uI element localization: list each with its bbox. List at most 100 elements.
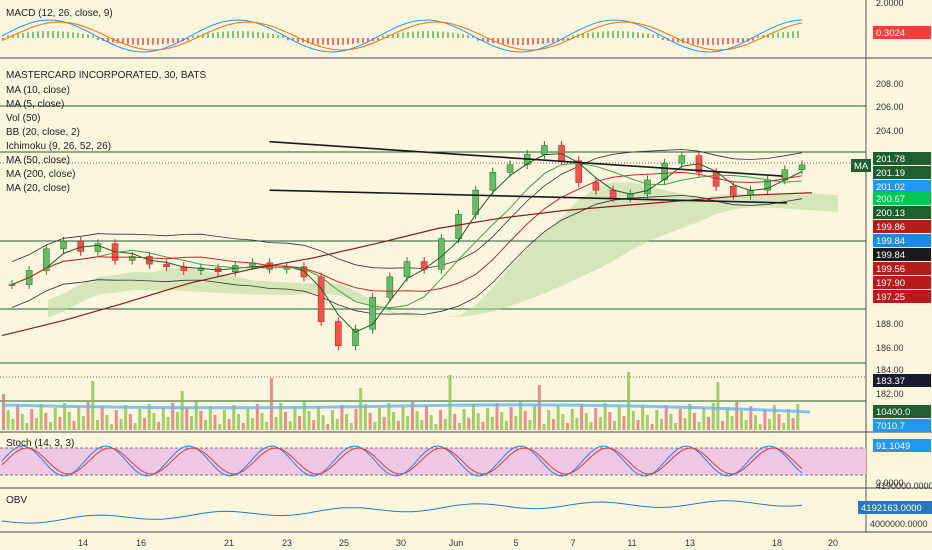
- ma-badge: [851, 159, 871, 172]
- volume-bar: [265, 422, 269, 430]
- volume-bar: [133, 423, 137, 430]
- volume-bar: [218, 424, 222, 430]
- volume-bar: [269, 378, 273, 430]
- macd-histogram-bar: [292, 38, 294, 42]
- macd-histogram-bar: [167, 38, 169, 44]
- price-tag: [873, 419, 931, 432]
- price-tag: [873, 248, 931, 261]
- volume-bar: [462, 409, 466, 430]
- volume-bar: [260, 413, 264, 430]
- volume-bar: [316, 406, 320, 430]
- macd-histogram-bar: [587, 32, 589, 38]
- macd-histogram-bar: [672, 38, 674, 42]
- macd-histogram-bar: [117, 38, 119, 44]
- macd-histogram-bar: [7, 35, 9, 38]
- volume-bar: [711, 403, 715, 430]
- volume-bar: [401, 407, 405, 430]
- volume-bar: [575, 418, 579, 430]
- volume-bar: [39, 404, 43, 430]
- candle-body: [661, 163, 668, 181]
- volume-bar: [509, 407, 513, 430]
- price-tag-label: 10400.0: [876, 407, 910, 418]
- price-tag: [873, 192, 931, 205]
- volume-bar: [683, 418, 687, 430]
- time-tick: 5: [513, 538, 518, 548]
- volume-bar: [293, 407, 297, 430]
- volume-bar: [227, 419, 231, 430]
- volume-bar: [443, 419, 447, 430]
- macd-histogram-bar: [252, 31, 254, 38]
- volume-bar: [429, 415, 433, 430]
- time-tick: 23: [282, 538, 292, 548]
- volume-bar: [86, 402, 90, 430]
- volume-bar: [25, 423, 29, 430]
- macd-histogram-bar: [222, 31, 224, 38]
- macd-histogram-bar: [427, 31, 429, 38]
- volume-bar: [655, 410, 659, 430]
- candle-body: [506, 164, 514, 173]
- volume-bar: [768, 419, 772, 430]
- obv-tick: 4190000.0000: [876, 481, 932, 491]
- volume-bar: [749, 406, 753, 430]
- macd-histogram-bar: [17, 33, 19, 38]
- volume-bar: [335, 419, 339, 430]
- price-tag-label: 199.56: [876, 264, 905, 275]
- ma-badge-label: MA: [854, 161, 869, 172]
- volume-bar: [735, 402, 739, 430]
- legend-ichimoku: Ichimoku (9, 26, 52, 26): [6, 141, 111, 152]
- macd-histogram-bar: [757, 35, 759, 38]
- volume-bar: [791, 418, 795, 430]
- macd-histogram-bar: [177, 38, 179, 43]
- volume-bar: [251, 418, 255, 430]
- price-tag: [873, 152, 931, 165]
- chart-title: MASTERCARD INCORPORATED, 30, BATS: [6, 70, 207, 81]
- price-tag: [873, 234, 931, 247]
- candle-body: [730, 186, 737, 196]
- macd-histogram-bar: [622, 31, 624, 38]
- volume-bar: [208, 406, 212, 430]
- time-tick: 21: [224, 538, 234, 548]
- macd-histogram-bar: [417, 31, 419, 38]
- macd-histogram-bar: [717, 38, 719, 45]
- volume-bar: [392, 412, 396, 430]
- volume-bar: [627, 372, 631, 430]
- macd-histogram-bar: [647, 33, 649, 38]
- macd-histogram-bar: [537, 38, 539, 45]
- volume-bar: [594, 408, 598, 430]
- price-tag-label: 197.25: [876, 292, 905, 303]
- volume-bar: [631, 411, 635, 430]
- volume-bar: [467, 418, 471, 430]
- volume-bar: [321, 415, 325, 430]
- volume-bar: [157, 422, 161, 430]
- volume-bar: [302, 402, 306, 430]
- volume-bar: [636, 420, 640, 430]
- volume-bar: [2, 394, 5, 430]
- candle-body: [386, 276, 394, 298]
- volume-bar: [279, 403, 283, 430]
- volume-bar: [387, 403, 391, 430]
- macd-histogram-bar: [362, 38, 364, 43]
- candle-body: [60, 240, 67, 250]
- volume-bar: [608, 412, 612, 430]
- macd-histogram-bar: [752, 38, 754, 41]
- macd-histogram-bar: [617, 31, 619, 38]
- macd-histogram-bar: [2, 38, 4, 40]
- volume-bar: [307, 411, 311, 430]
- macd-histogram-bar: [502, 38, 504, 45]
- macd-histogram-bar: [32, 31, 34, 38]
- volume-bar: [702, 408, 706, 430]
- time-tick: 18: [772, 538, 782, 548]
- macd-histogram-bar: [42, 31, 44, 38]
- volume-bar: [67, 412, 71, 430]
- volume-bar: [114, 410, 118, 430]
- trendline: [269, 189, 787, 204]
- volume-bar: [30, 409, 34, 430]
- legend-ma10: MA (10, close): [6, 85, 70, 96]
- candle-body: [541, 145, 548, 155]
- volume-bar: [730, 416, 734, 430]
- legend-ma5: MA (5, close): [6, 99, 64, 110]
- volume-bar: [274, 417, 278, 430]
- macd-histogram-bar: [392, 33, 394, 38]
- ma200-line: [1, 192, 813, 337]
